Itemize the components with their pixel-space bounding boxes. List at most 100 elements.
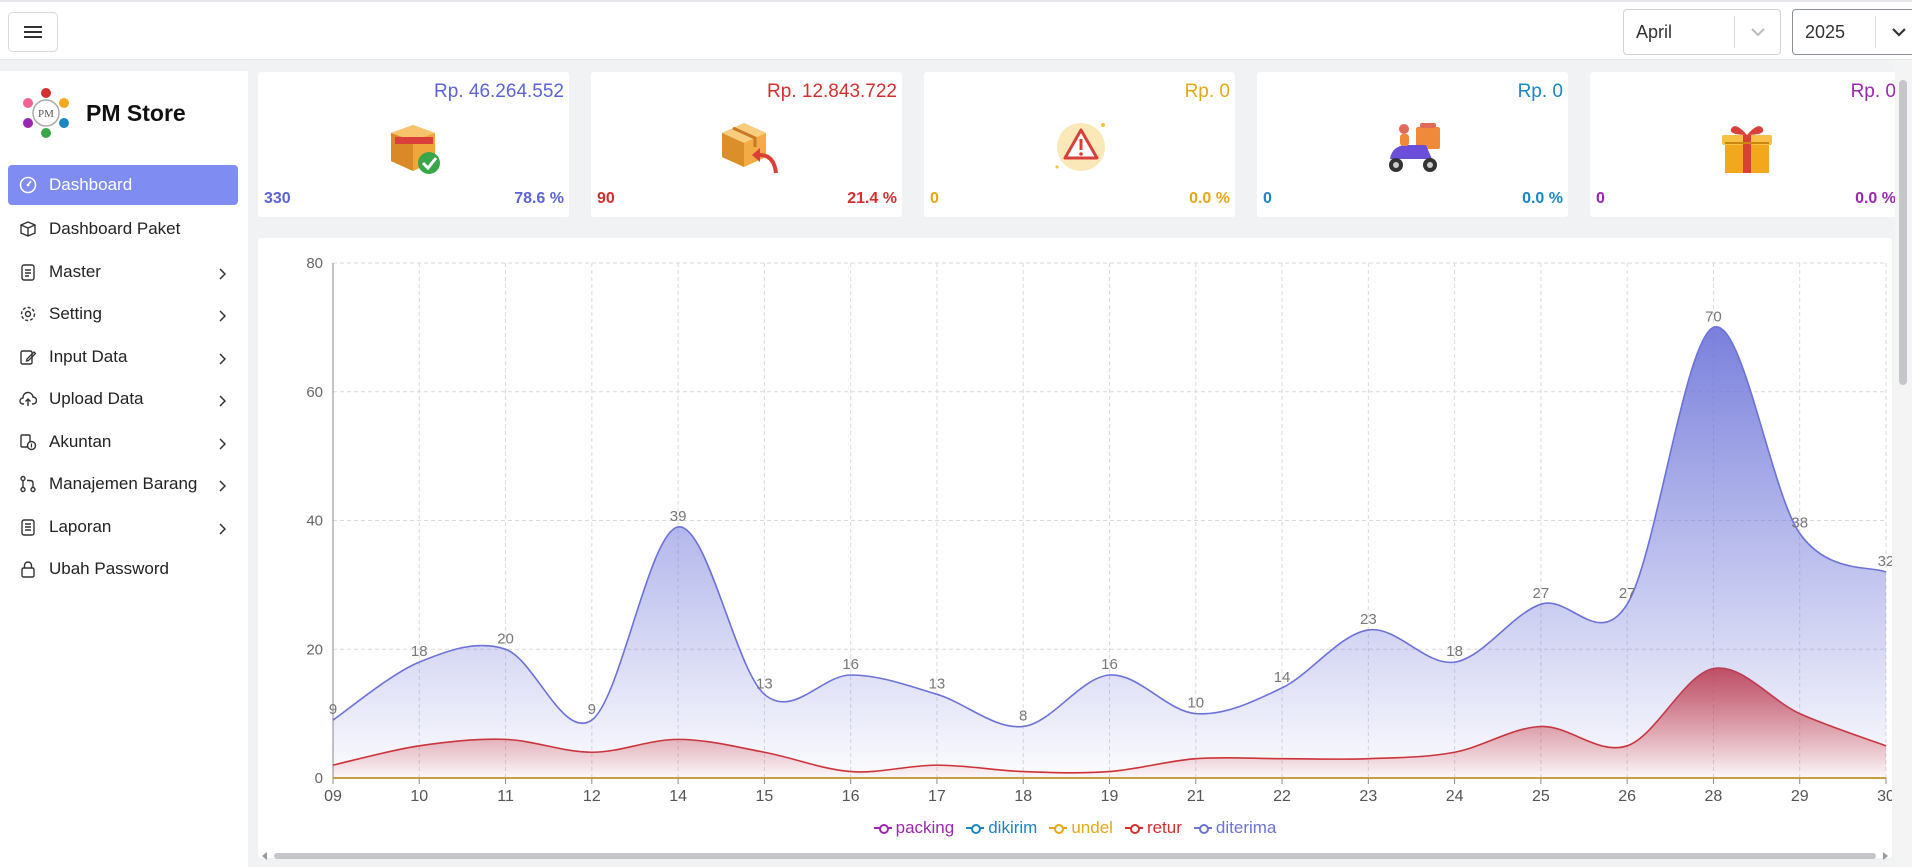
year-select-value: 2025 — [1805, 21, 1846, 42]
year-select[interactable]: 2025 — [1792, 9, 1912, 55]
lock-icon — [18, 559, 38, 579]
chart-panel: 0 20 40 60 80 09 10 11 12 14 15 16 17 18 19 21 22 23 24 25 2… — [258, 238, 1892, 858]
gift-icon — [1715, 115, 1779, 179]
summary-card-retur[interactable]: Rp. 12.843.722 90 21.4 % — [591, 72, 902, 217]
accounting-icon — [18, 432, 38, 452]
x-tick-label: 15 — [755, 788, 773, 805]
horizontal-scrollbar[interactable] — [258, 850, 1892, 862]
chevron-right-icon — [218, 392, 227, 412]
y-tick-label: 40 — [306, 513, 323, 530]
y-tick-label: 80 — [306, 255, 323, 272]
vertical-scroll-thumb[interactable] — [1899, 80, 1907, 385]
card-count: 0 — [1263, 190, 1272, 207]
sidebar-item-dashboard[interactable]: Dashboard — [8, 165, 238, 205]
scroll-left-icon[interactable] — [260, 851, 270, 861]
sidebar-item-label: Akuntan — [49, 431, 112, 451]
summary-card-packing[interactable]: Rp. 0 0 0.0 % — [1590, 72, 1901, 217]
data-label: 39 — [670, 508, 687, 525]
data-label: 14 — [1274, 669, 1291, 686]
legend-item-packing[interactable]: packing — [873, 818, 955, 838]
sidebar-item-label: Upload Data — [49, 389, 144, 409]
sidebar-item-label: Dashboard — [49, 175, 133, 194]
sidebar-item-label: Manajemen Barang — [49, 474, 198, 494]
data-label: 9 — [329, 701, 337, 718]
card-percent: 0.0 % — [1855, 190, 1896, 207]
x-tick-label: 26 — [1618, 788, 1636, 805]
scroll-right-icon[interactable] — [1880, 851, 1890, 861]
sidebar-item-input-data[interactable]: Input Data — [8, 336, 238, 379]
git-branch-icon — [18, 474, 38, 494]
card-count: 90 — [597, 190, 615, 207]
sidebar-item-label: Setting — [49, 304, 102, 324]
data-label: 16 — [1101, 656, 1118, 673]
sidebar-item-master[interactable]: Master — [8, 251, 238, 294]
month-select-value: April — [1636, 21, 1673, 42]
x-tick-label: 23 — [1359, 788, 1377, 805]
cloud-upload-icon — [18, 389, 38, 409]
gauge-icon — [18, 175, 38, 195]
legend-item-dikirim[interactable]: dikirim — [966, 818, 1037, 838]
clipboard-icon — [18, 262, 38, 282]
legend-marker-icon — [1193, 823, 1212, 834]
x-tick-label: 12 — [583, 788, 601, 805]
vertical-scrollbar[interactable] — [1895, 60, 1912, 867]
store-logo-icon: PM — [23, 88, 69, 138]
card-amount: Rp. 0 — [1184, 81, 1230, 102]
chevron-right-icon — [218, 477, 227, 497]
month-select[interactable]: April — [1623, 9, 1781, 55]
x-tick-label: 24 — [1446, 788, 1464, 805]
card-amount: Rp. 0 — [1850, 81, 1896, 102]
card-percent: 0.0 % — [1522, 190, 1563, 207]
sidebar-item-dashboard-paket[interactable]: Dashboard Paket — [8, 208, 238, 251]
sidebar-item-ubah-password[interactable]: Ubah Password — [8, 548, 238, 591]
legend-label: packing — [895, 818, 955, 837]
box-check-icon — [383, 115, 447, 179]
legend-label: retur — [1146, 818, 1182, 837]
card-amount: Rp. 0 — [1517, 81, 1563, 102]
legend-marker-icon — [1049, 823, 1068, 834]
report-icon — [18, 517, 38, 537]
box-icon — [18, 219, 38, 239]
legend-item-retur[interactable]: retur — [1124, 818, 1182, 838]
x-tick-label: 19 — [1101, 788, 1119, 805]
legend-marker-icon — [966, 823, 985, 834]
data-label: 20 — [497, 630, 514, 647]
sidebar-item-label: Ubah Password — [49, 559, 170, 579]
x-tick-label: 17 — [928, 788, 946, 805]
x-tick-label: 22 — [1273, 788, 1291, 805]
x-tick-label: 29 — [1791, 788, 1809, 805]
data-label: 32 — [1878, 553, 1892, 570]
brand[interactable]: PM PM Store — [18, 85, 186, 141]
legend-item-undel[interactable]: undel — [1049, 818, 1113, 838]
summary-card-diterima[interactable]: Rp. 46.264.552 330 78.6 % — [258, 72, 569, 217]
sidebar-item-laporan[interactable]: Laporan — [8, 506, 238, 549]
card-count: 0 — [1596, 190, 1605, 207]
legend-label: diterima — [1215, 818, 1277, 837]
chevron-right-icon — [218, 520, 227, 540]
data-label: 13 — [756, 675, 773, 692]
x-tick-label: 09 — [324, 788, 342, 805]
hamburger-menu-button[interactable] — [8, 12, 58, 52]
horizontal-scroll-thumb[interactable] — [274, 853, 1876, 859]
edit-icon — [18, 347, 38, 367]
delivery-scooter-icon — [1382, 115, 1446, 179]
chevron-right-icon — [218, 350, 227, 370]
card-percent: 0.0 % — [1189, 190, 1230, 207]
data-label: 18 — [411, 643, 428, 660]
summary-card-undel[interactable]: Rp. 0 0 0.0 % — [924, 72, 1235, 217]
sidebar-item-upload-data[interactable]: Upload Data — [8, 378, 238, 421]
legend-item-diterima[interactable]: diterima — [1193, 818, 1277, 838]
legend-marker-icon — [873, 823, 892, 834]
summary-card-dikirim[interactable]: Rp. 0 0 0.0 % — [1257, 72, 1568, 217]
daily-chart: 0 20 40 60 80 09 10 11 12 14 15 16 17 18 19 21 22 23 24 25 2… — [306, 255, 1892, 805]
sidebar-item-manajemen-barang[interactable]: Manajemen Barang — [8, 463, 238, 506]
sidebar-item-label: Input Data — [49, 346, 128, 366]
data-label: 38 — [1791, 514, 1808, 531]
sidebar-item-akuntan[interactable]: Akuntan — [8, 421, 238, 464]
card-percent: 78.6 % — [514, 190, 564, 207]
top-bar: April 2025 — [0, 0, 1912, 60]
hamburger-icon — [24, 26, 42, 38]
sidebar-item-setting[interactable]: Setting — [8, 293, 238, 336]
chevron-down-icon — [1734, 16, 1780, 48]
store-name: PM Store — [86, 99, 186, 126]
